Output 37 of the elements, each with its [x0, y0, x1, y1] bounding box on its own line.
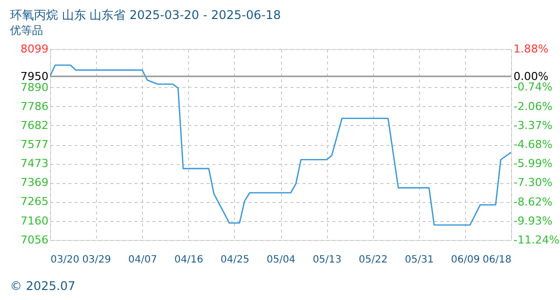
y2-tick-label: -8.62% — [514, 195, 552, 208]
y-tick-label: 7160 — [20, 214, 48, 228]
x-tick-label: 06/18 — [482, 254, 512, 266]
y2-tick-label: -2.06% — [514, 100, 552, 113]
y-tick-label: 7369 — [20, 176, 48, 190]
x-tick-label: 03/20 — [50, 254, 80, 266]
x-tick-label: 04/25 — [220, 254, 250, 266]
y2-tick-label: 1.88% — [514, 42, 548, 56]
x-tick-label: 05/22 — [358, 254, 388, 266]
y2-tick-label: -9.93% — [514, 214, 552, 228]
x-tick-label: 06/09 — [450, 254, 480, 266]
y2-tick-label: -5.99% — [514, 157, 552, 170]
x-tick-label: 03/29 — [82, 254, 112, 266]
y-tick-label: 7786 — [20, 100, 48, 113]
y-tick-label: 7950 — [20, 70, 48, 83]
y-tick-label: 7890 — [20, 80, 48, 94]
y2-tick-label: -11.24% — [514, 234, 560, 246]
x-tick-label: 05/13 — [312, 254, 342, 266]
x-tick-label: 04/07 — [128, 254, 158, 266]
y-tick-label: 7682 — [20, 118, 48, 132]
chart-subtitle: 优等品 — [10, 24, 43, 37]
y2-tick-label: -4.68% — [514, 138, 552, 151]
y2-tick-label: -0.74% — [514, 80, 552, 94]
chart-title: 环氧丙烷 山东 山东省 2025-03-20 - 2025-06-18 — [10, 8, 281, 22]
y2-tick-label: 0.00% — [514, 70, 548, 83]
x-tick-label: 04/16 — [174, 254, 204, 266]
y-tick-label: 7473 — [20, 157, 48, 170]
text: © 2025.07 — [10, 279, 76, 293]
line-series — [50, 64, 511, 226]
x-tick-label: 05/31 — [404, 254, 434, 266]
y-tick-label: 7265 — [20, 195, 48, 208]
x-tick-label: 05/04 — [266, 254, 296, 266]
y-tick-label: 7056 — [20, 234, 48, 246]
y-tick-label: 7577 — [20, 138, 48, 152]
y2-tick-label: -7.30% — [514, 176, 552, 190]
y2-tick-label: -3.37% — [514, 118, 552, 132]
y-tick-label: 8099 — [20, 42, 48, 56]
